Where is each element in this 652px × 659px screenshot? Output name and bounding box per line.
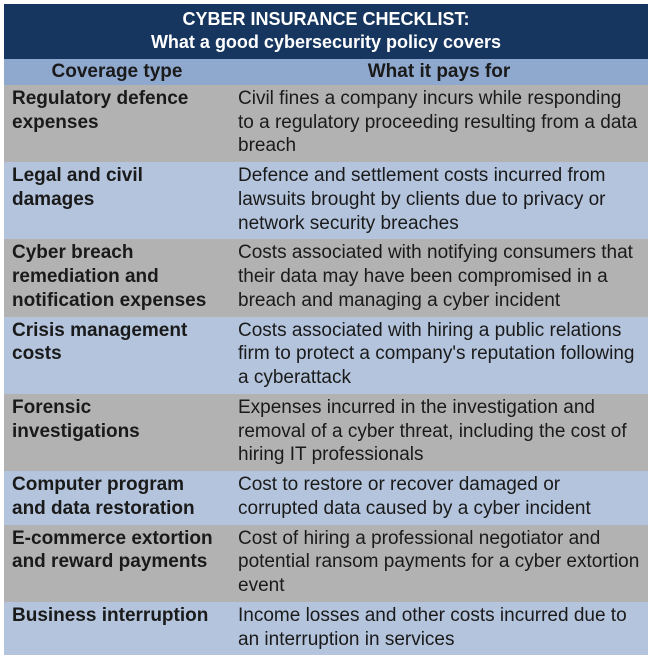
pays-for-cell: Costs associated with notifying consumer… (230, 239, 648, 316)
coverage-type-cell: Crisis management costs (4, 317, 230, 394)
pays-for-cell: Civil fines a company incurs while respo… (230, 85, 648, 162)
table-row: Cyber breach remediation and notificatio… (4, 239, 648, 316)
table-row: Computer program and data restoration Co… (4, 471, 648, 525)
table-row: Legal and civil damages Defence and sett… (4, 162, 648, 239)
table-row: Crisis management costs Costs associated… (4, 317, 648, 394)
table-title: CYBER INSURANCE CHECKLIST: What a good c… (4, 4, 648, 59)
header-what-it-pays-for: What it pays for (230, 59, 648, 85)
coverage-type-cell: Computer program and data restoration (4, 471, 230, 525)
table-row: Business interruption Income losses and … (4, 602, 648, 656)
coverage-type-cell: Legal and civil damages (4, 162, 230, 239)
header-coverage-type: Coverage type (4, 59, 230, 85)
title-line-2: What a good cybersecurity policy covers (12, 31, 640, 54)
pays-for-cell: Expenses incurred in the investigation a… (230, 394, 648, 471)
pays-for-cell: Defence and settlement costs incurred fr… (230, 162, 648, 239)
title-line-1: CYBER INSURANCE CHECKLIST: (12, 8, 640, 31)
table-header: Coverage type What it pays for (4, 59, 648, 85)
pays-for-cell: Income losses and other costs incurred d… (230, 602, 648, 656)
coverage-type-cell: Regulatory defence expenses (4, 85, 230, 162)
coverage-type-cell: Forensic investigations (4, 394, 230, 471)
coverage-type-cell: Cyber breach remediation and notificatio… (4, 239, 230, 316)
checklist-table: CYBER INSURANCE CHECKLIST: What a good c… (4, 4, 648, 655)
pays-for-cell: Cost of hiring a professional negotiator… (230, 525, 648, 602)
pays-for-cell: Cost to restore or recover damaged or co… (230, 471, 648, 525)
table-row: Forensic investigations Expenses incurre… (4, 394, 648, 471)
coverage-type-cell: Business interruption (4, 602, 230, 656)
coverage-type-cell: E-commerce extortion and reward payments (4, 525, 230, 602)
table-row: Regulatory defence expenses Civil fines … (4, 85, 648, 162)
table-row: E-commerce extortion and reward payments… (4, 525, 648, 602)
pays-for-cell: Costs associated with hiring a public re… (230, 317, 648, 394)
